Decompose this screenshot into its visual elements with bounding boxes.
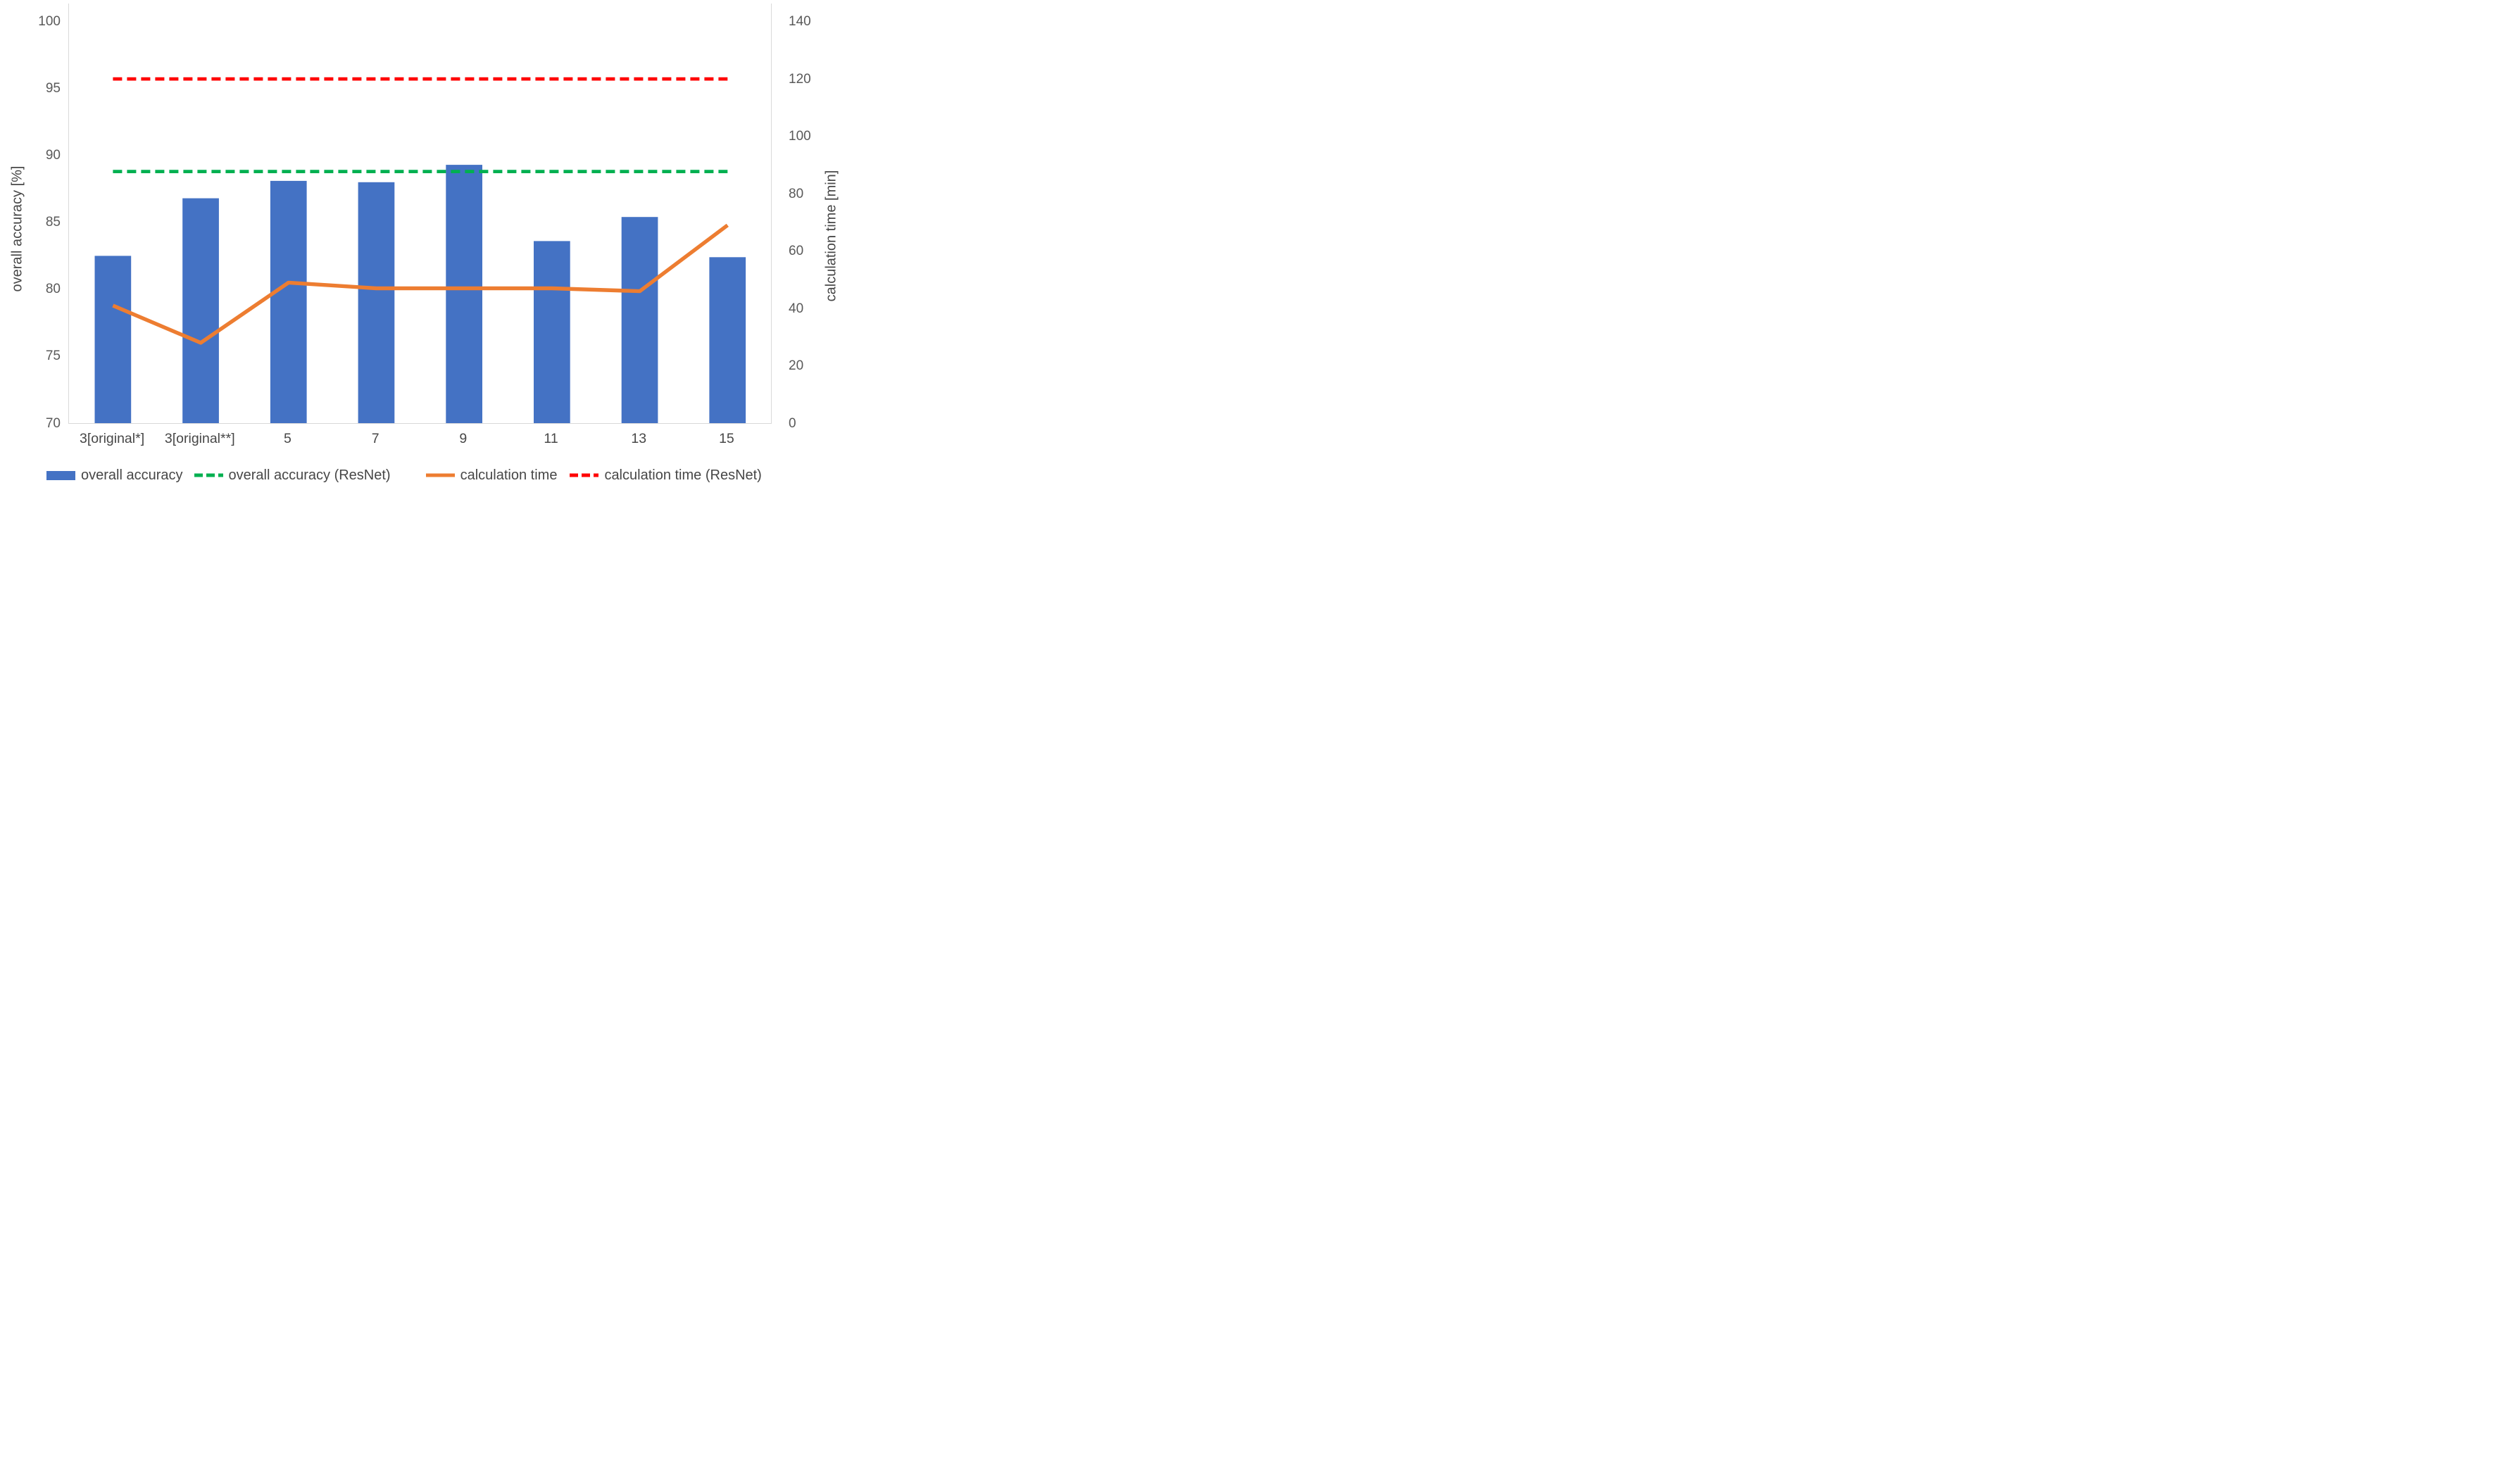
right-axis-tick-0: 0	[789, 415, 796, 431]
plot-canvas	[94, 77, 746, 423]
right-axis-tick-140: 140	[789, 14, 811, 30]
legend-item-overall-accuracy: overall accuracy	[46, 467, 183, 484]
legend-item-calculation-time: calculation time	[425, 467, 558, 484]
category-label-7: 7	[371, 431, 380, 446]
right-axis-title: calculation time [min]	[823, 170, 839, 302]
left-axis-tick-70: 70	[45, 415, 61, 431]
legend-swatch-dashed-line	[570, 473, 599, 477]
left-axis-tick-100: 100	[38, 14, 61, 30]
right-axis-tick-20: 20	[789, 358, 804, 374]
left-axis-title: overall accuracy [%]	[9, 165, 25, 292]
category-label-11: 11	[544, 431, 558, 446]
left-axis-tick-75: 75	[45, 349, 61, 364]
legend-item-calculation-time-resnet-: calculation time (ResNet)	[570, 467, 762, 484]
legend-item-overall-accuracy-resnet-: overall accuracy (ResNet)	[194, 467, 391, 484]
category-label-15: 15	[719, 431, 734, 446]
dual-axis-bar-line-chart: 70 75 80 85 90 95 100 0 20 40 60 80 100 120 140 3[ori…	[0, 0, 840, 491]
left-axis-tick-85: 85	[45, 215, 61, 230]
legend-label: calculation time (ResNet)	[604, 467, 762, 483]
bar-15	[709, 257, 746, 423]
category-label-3[original**]: 3[original**]	[164, 431, 235, 446]
category-label-9: 9	[459, 431, 468, 446]
bar-5	[270, 180, 307, 423]
category-label-13: 13	[631, 431, 647, 446]
right-axis-tick-80: 80	[789, 186, 804, 201]
plot-area	[68, 4, 772, 424]
right-axis-tick-120: 120	[789, 71, 811, 87]
legend-swatch-solid-line	[425, 473, 455, 477]
category-label-5: 5	[284, 431, 292, 446]
bar-7	[358, 182, 394, 423]
left-axis-tick-80: 80	[45, 282, 61, 297]
legend-swatch-dashed-line	[194, 473, 223, 477]
bar-3[original*]	[94, 256, 131, 423]
right-axis-tick-100: 100	[789, 129, 811, 144]
calculation-time-line	[112, 223, 729, 345]
legend-label: overall accuracy (ResNet)	[228, 467, 391, 483]
legend-label: overall accuracy	[81, 467, 183, 483]
bar-9	[445, 165, 482, 423]
right-axis-tick-40: 40	[789, 301, 804, 316]
legend-swatch-bar	[46, 470, 75, 480]
bar-13	[621, 217, 658, 423]
legend: overall accuracy overall accuracy (ResNet…	[46, 465, 762, 486]
right-axis-tick-60: 60	[789, 244, 804, 259]
category-label-3[original*]: 3[original*]	[79, 431, 145, 446]
legend-label: calculation time	[460, 467, 558, 483]
left-axis-tick-95: 95	[45, 81, 61, 96]
left-axis-tick-90: 90	[45, 148, 61, 163]
bar-11	[533, 241, 570, 423]
bar-3[original**]	[182, 198, 219, 423]
